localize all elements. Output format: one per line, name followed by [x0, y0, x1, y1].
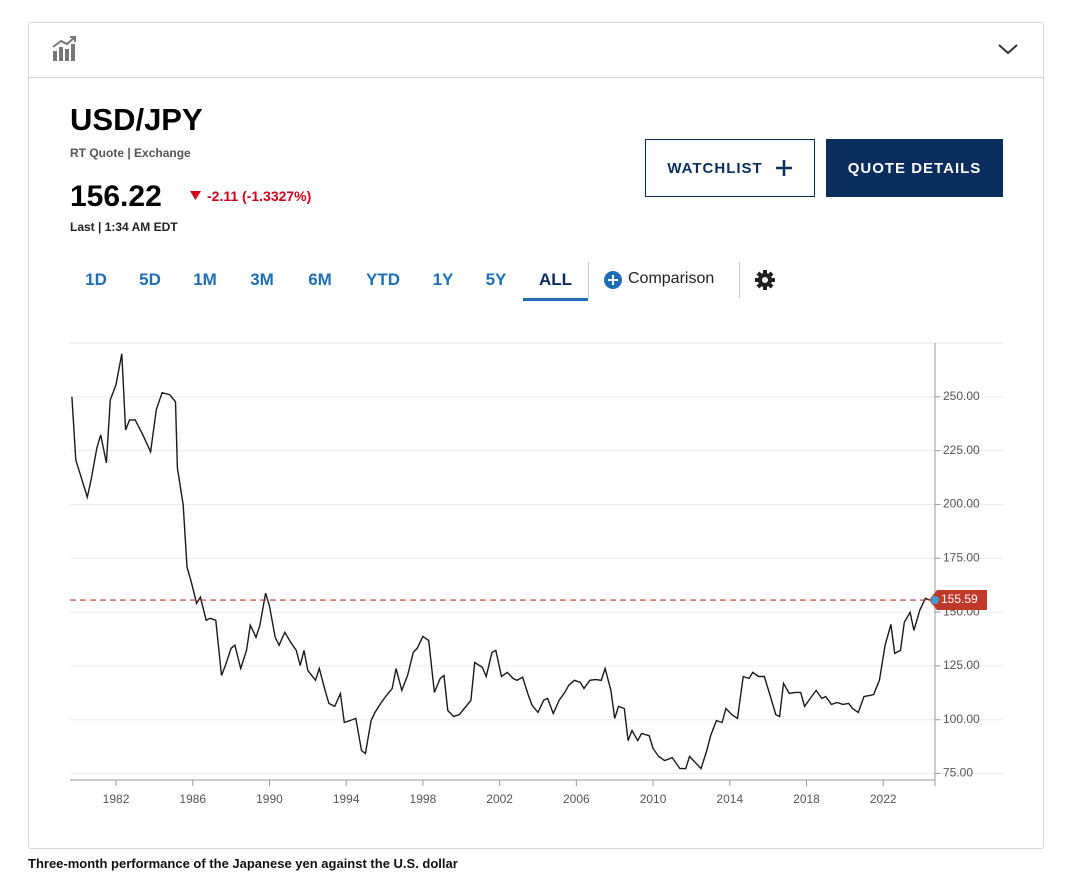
card [28, 22, 1044, 849]
divider [588, 262, 589, 298]
watchlist-button[interactable]: WATCHLIST [645, 139, 815, 197]
quote-source: RT Quote | Exchange [70, 146, 191, 160]
plus-icon [775, 160, 792, 176]
collapse-chevron[interactable] [996, 41, 1020, 57]
range-tab[interactable]: 5D [139, 270, 161, 289]
price-change: -2.11 (-1.3327%) [207, 188, 312, 204]
watchlist-label: WATCHLIST [667, 159, 763, 177]
quote-details-button[interactable]: QUOTE DETAILS [826, 139, 1003, 197]
last-value-tag [929, 590, 987, 611]
last-value-dot [931, 596, 939, 605]
x-tick-label: 2022 [870, 792, 897, 806]
x-tick-label: 2002 [486, 792, 513, 806]
range-tab[interactable]: 5Y [485, 270, 507, 289]
comparison-button[interactable]: Comparison [628, 270, 715, 287]
x-tick-label: 1998 [410, 792, 437, 806]
x-tick-label: 1982 [103, 792, 130, 806]
x-tick-label: 2006 [563, 792, 590, 806]
y-tick-label: 175.00 [943, 550, 980, 564]
range-tab[interactable]: 1Y [432, 270, 454, 289]
x-tick-label: 2018 [793, 792, 820, 806]
range-tab[interactable]: ALL [523, 270, 588, 301]
range-tab[interactable]: YTD [366, 270, 400, 289]
price: 156.22 [70, 180, 162, 213]
y-tick-label: 125.00 [943, 658, 980, 672]
x-tick-label: 2014 [716, 792, 743, 806]
price-line [71, 353, 930, 770]
y-tick-label: 75.00 [943, 766, 973, 780]
y-tick-label: 250.00 [943, 389, 980, 403]
y-tick-label: 225.00 [943, 443, 980, 457]
x-tick-label: 2010 [640, 792, 667, 806]
caption: Three-month performance of the Japanese … [28, 856, 458, 871]
down-arrow [190, 191, 201, 200]
x-tick-label: 1990 [256, 792, 283, 806]
divider [739, 262, 740, 298]
card-header [29, 23, 1043, 78]
y-tick-label: 200.00 [943, 497, 980, 511]
y-tick-label: 100.00 [943, 712, 980, 726]
symbol: USD/JPY [70, 102, 203, 137]
range-tab[interactable]: 1M [193, 270, 217, 289]
settings-gear[interactable] [754, 269, 776, 291]
range-tab[interactable]: 1D [85, 270, 107, 289]
comparison-icon[interactable] [603, 270, 623, 290]
x-tick-label: 1994 [333, 792, 360, 806]
x-tick-label: 1986 [179, 792, 206, 806]
last-time: Last | 1:34 AM EDT [70, 220, 178, 234]
chart-icon [52, 36, 76, 61]
price-chart: 75.00100.00125.00150.00175.00200.00225.0… [70, 342, 1003, 806]
range-tab[interactable]: 6M [308, 270, 332, 289]
range-tab[interactable]: 3M [250, 270, 274, 289]
last-value-label: 155.59 [941, 592, 978, 606]
